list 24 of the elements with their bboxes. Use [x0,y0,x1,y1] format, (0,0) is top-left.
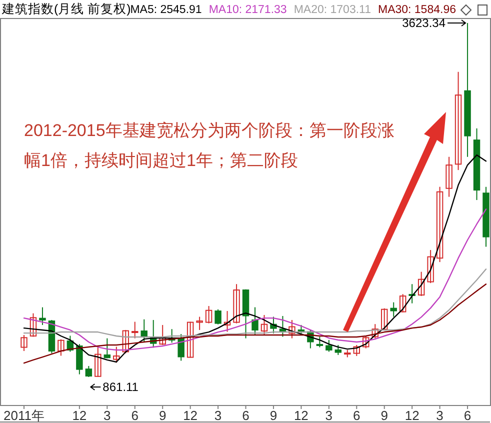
x-tick-label: 3 [214,408,222,423]
x-tick-label: 12 [294,408,308,423]
annotation: 2012-2015年基建宽松分为两个阶段：第一阶段涨幅1倍，持续时间超过1年；第二阶段 [24,121,394,170]
x-tick-label: 3 [104,408,111,423]
x-tick-label: 12 [72,408,87,423]
x-tick-label: 3 [436,408,444,423]
text: MA30: 1584.96 [378,4,456,16]
x-tick-label: 12 [404,408,420,423]
x-tick-label: 9 [270,408,278,423]
x-tick-label: 12 [183,408,198,423]
text: MA10: 2171.33 [208,4,287,16]
text: 861.11 [102,380,139,394]
x-tick-label: 3 [325,408,333,423]
x-tick-label: 6 [353,408,360,423]
x-tick-label: 6 [242,408,250,423]
x-tick-label: 6 [131,408,138,423]
x-tick-label: 9 [158,408,166,423]
x-tick-label: 9 [380,408,388,423]
text: MA20: 1703.11 [294,4,371,16]
x-tick-label: 6 [464,408,472,423]
x-tick-label: 2011年 [4,408,44,423]
text: MA5: 2545.91 [130,4,202,16]
chart-title: 建筑指数(月线 前复权) [1,2,131,16]
annotation: 3623.34 [402,16,446,30]
